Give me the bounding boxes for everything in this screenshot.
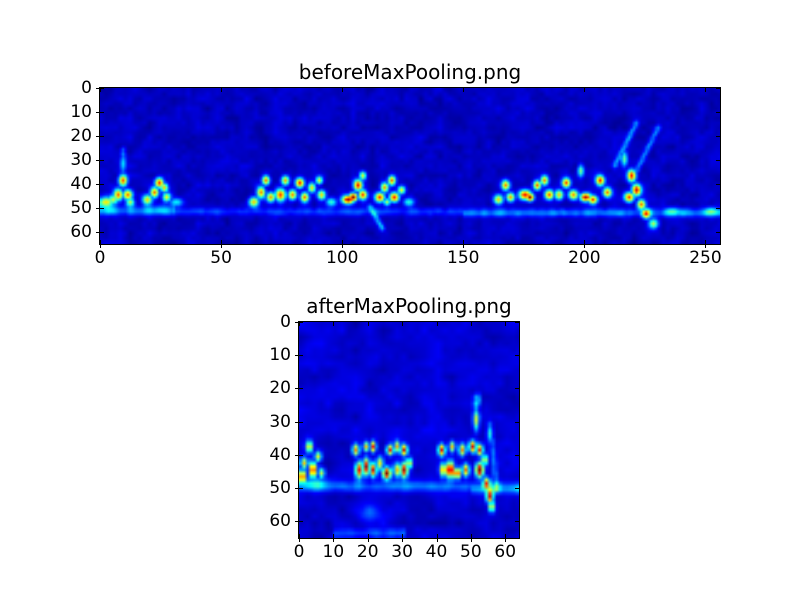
y-tick-mark [96,232,104,233]
y-tick-mark [295,388,303,390]
x-tick-label: 50 [460,542,482,562]
x-tick-label: 30 [391,542,413,562]
x-tick-mark [470,534,472,542]
y-tick-label: 50 [70,198,92,218]
y-tick-label: 10 [70,102,92,122]
x-tick-mark [705,240,707,248]
x-tick-mark-top [463,88,465,92]
y-tick-label: 60 [70,222,92,242]
y-tick-mark [96,136,104,137]
y-tick-mark [295,355,303,357]
x-tick-mark-top [584,88,586,92]
axes-before-maxpooling: beforeMaxPooling.png 0 50 100 150 200 250 0 10 2… [70,60,721,267]
x-tick-mark [584,240,586,248]
x-tick-mark-top [342,88,344,92]
axes-after-maxpooling: afterMaxPooling.png 0 10 20 30 40 50 60 0 10 20 30… [269,294,520,561]
y-tick-mark-right [716,184,720,185]
y-tick-mark [96,112,104,113]
x-tick-label: 40 [425,542,448,562]
y-tick-mark [295,322,303,323]
y-tick-mark [295,521,303,523]
y-tick-mark [96,160,104,161]
x-tick-mark-top [333,322,335,326]
y-tick-mark [295,421,303,423]
y-tick-label: 10 [269,345,291,366]
y-tick-mark-right [515,421,519,423]
x-tick-mark [100,240,101,248]
x-tick-label: 20 [356,542,379,562]
y-tick-mark-right [716,208,720,209]
y-tick-mark [96,208,104,209]
y-tick-label: 30 [70,150,92,170]
x-tick-mark [367,534,369,542]
x-tick-label: 0 [293,542,305,562]
x-tick-label: 60 [494,542,517,562]
x-tick-mark [463,240,465,248]
y-tick-label: 20 [70,126,92,146]
heatmap-image-after [299,322,519,538]
y-tick-mark-right [716,160,720,161]
y-tick-label: 20 [269,378,291,399]
y-tick-label: 60 [269,511,291,532]
y-tick-mark-right [515,488,519,490]
x-tick-mark [342,240,344,248]
y-tick-label: 40 [70,174,92,194]
x-tick-mark [221,240,223,248]
x-tick-label: 100 [325,248,359,268]
y-tick-mark-right [716,136,720,137]
x-tick-mark [505,534,507,542]
y-tick-mark [295,454,303,456]
y-tick-label: 40 [269,444,291,465]
y-tick-mark-right [716,112,720,113]
x-tick-label: 10 [322,542,345,562]
x-tick-mark [299,534,300,542]
y-tick-label: 50 [269,478,291,499]
y-tick-mark-right [716,232,720,233]
x-tick-mark-top [505,322,507,326]
y-tick-label: 0 [81,78,92,98]
x-tick-mark-top [436,322,438,326]
x-tick-label: 0 [94,248,106,268]
x-tick-mark-top [367,322,369,326]
y-tick-mark [96,88,104,89]
y-tick-mark-right [515,355,519,357]
y-tick-mark [295,488,303,490]
x-tick-mark [402,534,404,542]
x-tick-label: 250 [689,248,722,268]
y-tick-label: 30 [269,411,291,432]
x-tick-mark-top [221,88,223,92]
y-tick-mark-right [515,521,519,523]
x-tick-mark-top [100,88,101,92]
x-tick-label: 200 [568,248,601,268]
x-tick-mark-top [299,322,300,326]
x-tick-label: 50 [210,248,232,268]
chart-title-after: afterMaxPooling.png [306,294,512,318]
y-tick-mark-right [515,322,519,323]
x-tick-mark [333,534,335,542]
y-tick-mark-right [716,88,720,89]
y-tick-mark-right [515,388,519,390]
chart-title-before: beforeMaxPooling.png [298,60,522,84]
x-tick-label: 150 [447,248,480,268]
heatmap-image-before [100,88,720,244]
y-tick-label: 0 [280,312,291,332]
x-tick-mark [436,534,438,542]
x-tick-mark-top [402,322,404,326]
x-tick-mark-top [705,88,707,92]
y-tick-mark [96,184,104,185]
x-tick-mark-top [470,322,472,326]
y-tick-mark-right [515,454,519,456]
